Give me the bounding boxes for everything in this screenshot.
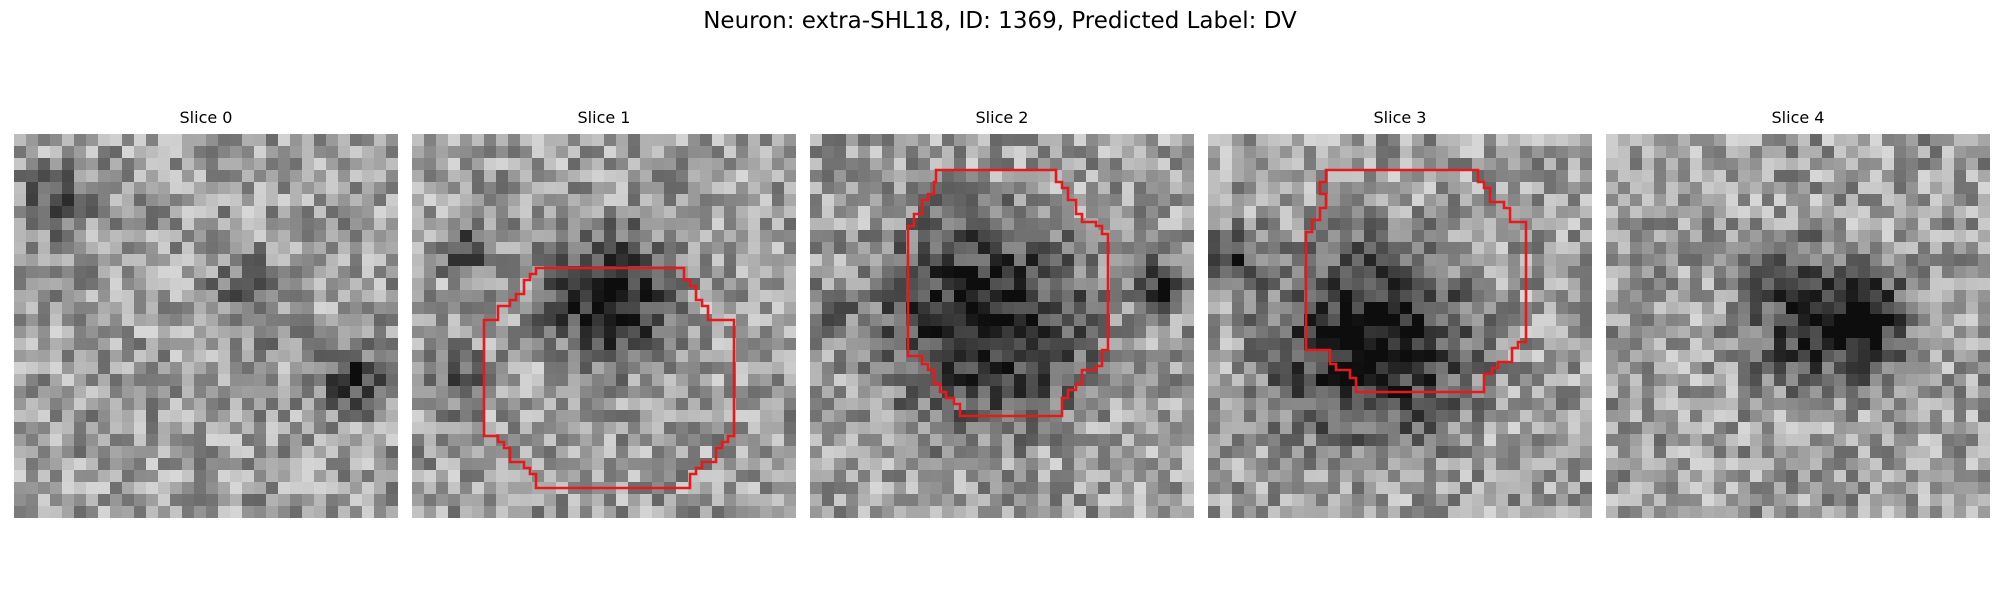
slice-panel-4: Slice 4 [1606,108,1990,518]
slice-title: Slice 3 [1373,108,1427,127]
slice-panel-1: Slice 1 [412,108,796,518]
slice-title: Slice 2 [975,108,1029,127]
slice-title: Slice 0 [179,108,233,127]
slice-image [1606,134,1990,518]
grayscale-pixels [412,134,796,518]
grayscale-pixels [810,134,1194,518]
roi-outline [1304,168,1528,394]
slice-image [412,134,796,518]
slice-image-svg [412,134,796,518]
slice-panel-0: Slice 0 [14,108,398,518]
slice-image [810,134,1194,518]
slice-panel-2: Slice 2 [810,108,1194,518]
slice-title: Slice 4 [1771,108,1825,127]
grayscale-pixels [1606,134,1990,518]
grayscale-pixels [14,134,398,518]
slice-image-svg [1208,134,1592,518]
grayscale-pixels [1208,134,1592,518]
roi-outline [482,266,736,490]
slice-title: Slice 1 [577,108,631,127]
slice-image-svg [14,134,398,518]
figure-title: Neuron: extra-SHL18, ID: 1369, Predicted… [703,8,1297,34]
slice-image [1208,134,1592,518]
slice-image [14,134,398,518]
slice-image-svg [1606,134,1990,518]
slice-panel-3: Slice 3 [1208,108,1592,518]
roi-outline [906,168,1110,418]
slice-image-svg [810,134,1194,518]
